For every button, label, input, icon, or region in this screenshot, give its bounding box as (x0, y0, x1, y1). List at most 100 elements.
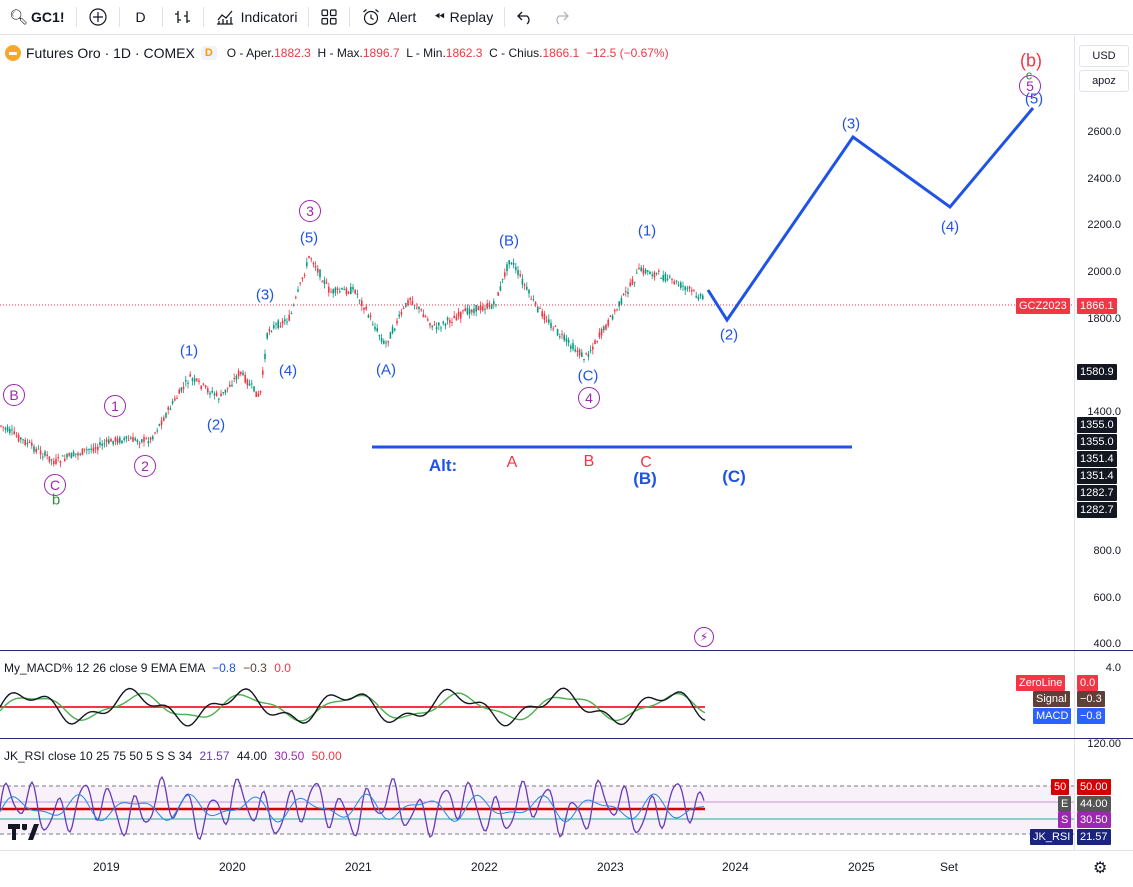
symbol-title[interactable]: Futures Oro · 1D · COMEX (26, 45, 195, 61)
wave-label-4-circle[interactable]: 4 (578, 387, 600, 409)
candle-body (501, 278, 504, 280)
alt-label-a[interactable]: A (506, 454, 518, 471)
interval-button[interactable]: D (122, 0, 160, 34)
wave-label-b-circle[interactable]: B (3, 384, 25, 406)
candle-body (559, 336, 561, 338)
candle-body (367, 315, 370, 318)
candle-body (319, 269, 321, 278)
undo-button[interactable] (507, 0, 543, 34)
replay-button[interactable]: ⏪︎ Replay (425, 0, 502, 34)
candle-body (686, 287, 689, 289)
price-tag: 1282.7 (1077, 485, 1117, 501)
candle-body (653, 272, 656, 278)
candle-body (317, 268, 319, 273)
candle-body (684, 286, 686, 291)
separator (161, 7, 163, 27)
wave-label-c-circle[interactable]: C (44, 474, 66, 496)
candle-body (306, 262, 308, 267)
candle-body (83, 448, 86, 450)
wave-label-b-small[interactable]: b (51, 491, 61, 509)
candle-body (17, 434, 20, 442)
alt-label-b[interactable]: B (583, 453, 595, 470)
scale-mode-button[interactable]: apoz (1079, 70, 1129, 92)
candle-body (466, 307, 469, 315)
wave-label-1[interactable]: (1) (179, 342, 199, 360)
candle-body (264, 353, 266, 360)
alert-button[interactable]: Alert (352, 0, 425, 34)
wave-label-1-recent[interactable]: (1) (637, 222, 657, 240)
wave-label-2-circle[interactable]: 2 (134, 455, 156, 477)
currency-button[interactable]: USD (1079, 45, 1129, 67)
wave-label-3[interactable]: (3) (255, 286, 275, 304)
wave-label-5-circle[interactable]: 5 (1019, 75, 1041, 97)
indicators-button[interactable]: Indicatori (206, 0, 307, 34)
candle-body (231, 384, 233, 387)
price-tag: 1351.4 (1077, 468, 1117, 484)
candle-body (284, 319, 286, 322)
candle-body (24, 439, 26, 446)
candle-body (72, 451, 75, 457)
macd-divider[interactable] (0, 650, 1133, 651)
alt-label-c[interactable]: C (640, 454, 652, 471)
price-axis-label: 2600.0 (1087, 126, 1121, 138)
projection-label-2[interactable]: (2) (719, 326, 739, 344)
chart-type-button[interactable] (165, 0, 201, 34)
wave-label-b[interactable]: (B) (499, 232, 519, 250)
separator (118, 7, 120, 27)
candle-body (462, 310, 464, 312)
candle-body (640, 267, 642, 271)
time-axis-divider (0, 850, 1133, 851)
alt-label-c-paren[interactable]: (C) (722, 467, 746, 486)
rsi-divider[interactable] (0, 738, 1133, 739)
candle-body (649, 271, 651, 275)
zeroline-tag-value: 0.0 (1077, 675, 1099, 691)
rsi-legend[interactable]: JK_RSI close 10 25 75 50 5 S S 34 21.57 … (4, 749, 342, 763)
candle-body (112, 440, 114, 445)
symbol-label: GC1! (31, 9, 65, 25)
candle-body (631, 279, 634, 285)
candle-body (543, 313, 546, 320)
wave-label-4[interactable]: (4) (278, 362, 298, 380)
search-icon: 🔍︎ (9, 9, 29, 26)
candle-body (532, 299, 535, 301)
candle-body (154, 432, 156, 434)
price-tag: 1355.0 (1077, 417, 1117, 433)
redo-button[interactable] (543, 0, 579, 34)
indicators-label: Indicatori (240, 9, 298, 25)
alt-label-b-paren[interactable]: (B) (633, 469, 657, 488)
settings-gear-icon[interactable]: ⚙︎ (1093, 860, 1108, 877)
signal-value: −0.3 (243, 661, 267, 675)
symbol-search[interactable]: 🔍︎ GC1! (0, 0, 74, 34)
candle-body (116, 438, 119, 444)
lightning-icon[interactable]: ⚡︎ (694, 627, 714, 647)
top-label-b[interactable]: (b) (1020, 50, 1042, 71)
top-label-c[interactable]: c (1025, 67, 1033, 83)
wave-label-3-circle[interactable]: 3 (299, 200, 321, 222)
candle-body (99, 442, 101, 446)
projection-label-5[interactable]: (5) (1024, 90, 1044, 108)
wave-label-5[interactable]: (5) (299, 229, 319, 247)
candle-body (4, 427, 7, 430)
wave-label-1-circle[interactable]: 1 (104, 395, 126, 417)
alt-label[interactable]: Alt: (428, 456, 458, 475)
wave-label-a[interactable]: (A) (376, 361, 396, 379)
wave-label-c[interactable]: (C) (577, 367, 599, 385)
candle-body (176, 397, 178, 399)
compare-button[interactable] (79, 0, 117, 34)
layouts-button[interactable] (311, 0, 347, 34)
gold-icon (5, 45, 21, 61)
candle-body (191, 378, 194, 381)
wave-label-2[interactable]: (2) (206, 416, 226, 434)
candle-body (64, 458, 66, 462)
projection-label-3[interactable]: (3) (841, 115, 861, 133)
delayed-badge[interactable]: D (200, 46, 217, 60)
tradingview-logo-icon[interactable] (6, 822, 42, 847)
candle-body (167, 407, 169, 410)
candle-body (638, 267, 640, 270)
candle-body (603, 326, 605, 331)
macd-legend[interactable]: My_MACD% 12 26 close 9 EMA EMA −0.8 −0.3… (4, 661, 291, 675)
projection-label-4[interactable]: (4) (940, 218, 960, 236)
candle-body (213, 393, 216, 396)
candle-body (484, 308, 486, 310)
